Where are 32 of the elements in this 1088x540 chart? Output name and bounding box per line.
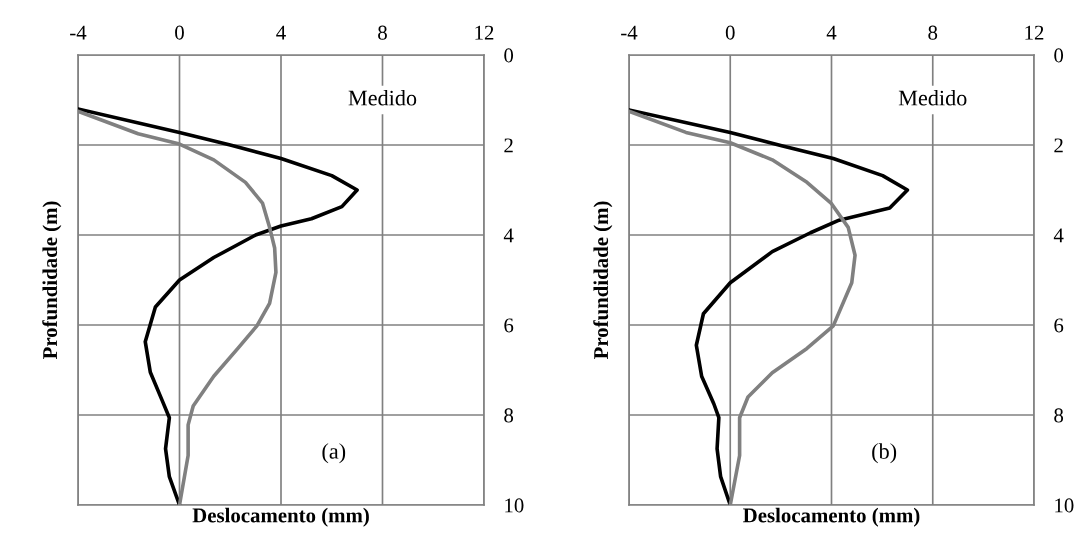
annotation: (b) — [872, 443, 897, 464]
y-tick-label: 4 — [1053, 228, 1064, 243]
x-tick-label: 8 — [378, 25, 387, 40]
annotation: (a) — [322, 443, 346, 464]
x-tick-label: -4 — [70, 25, 87, 40]
y-axis-title: Profundidade (m) — [593, 201, 613, 360]
x-tick-label: 0 — [725, 25, 735, 40]
y-tick-label: 0 — [504, 48, 514, 63]
x-tick-label: 12 — [475, 25, 494, 40]
y-tick-label: 4 — [503, 228, 514, 243]
y-tick-label: 6 — [1054, 318, 1064, 333]
y-tick-label: 10 — [505, 498, 524, 513]
y-tick-label: 2 — [1054, 138, 1063, 153]
y-tick-label: 10 — [1055, 498, 1074, 513]
y-tick-label: 6 — [504, 318, 514, 333]
text: Medido — [898, 89, 967, 106]
x-tick-label: 8 — [928, 25, 938, 40]
x-axis-title: Deslocamento (mm) — [192, 507, 369, 527]
text: Medido — [348, 89, 417, 106]
y-tick-label: 2 — [504, 138, 513, 153]
y-tick-label: 8 — [1054, 408, 1064, 423]
y-tick-label: 0 — [1054, 48, 1064, 63]
y-tick-label: 8 — [504, 408, 514, 423]
x-tick-label: 4 — [276, 25, 286, 40]
x-tick-label: 0 — [175, 25, 184, 40]
y-axis-title: Profundidade (m) — [42, 201, 62, 360]
line-series — [78, 107, 359, 505]
x-tick-label: -4 — [621, 25, 638, 40]
x-tick-label: 4 — [826, 25, 837, 40]
x-tick-label: 12 — [1025, 25, 1044, 40]
x-axis-title: Deslocamento (mm) — [743, 507, 920, 527]
line-series — [629, 108, 910, 505]
